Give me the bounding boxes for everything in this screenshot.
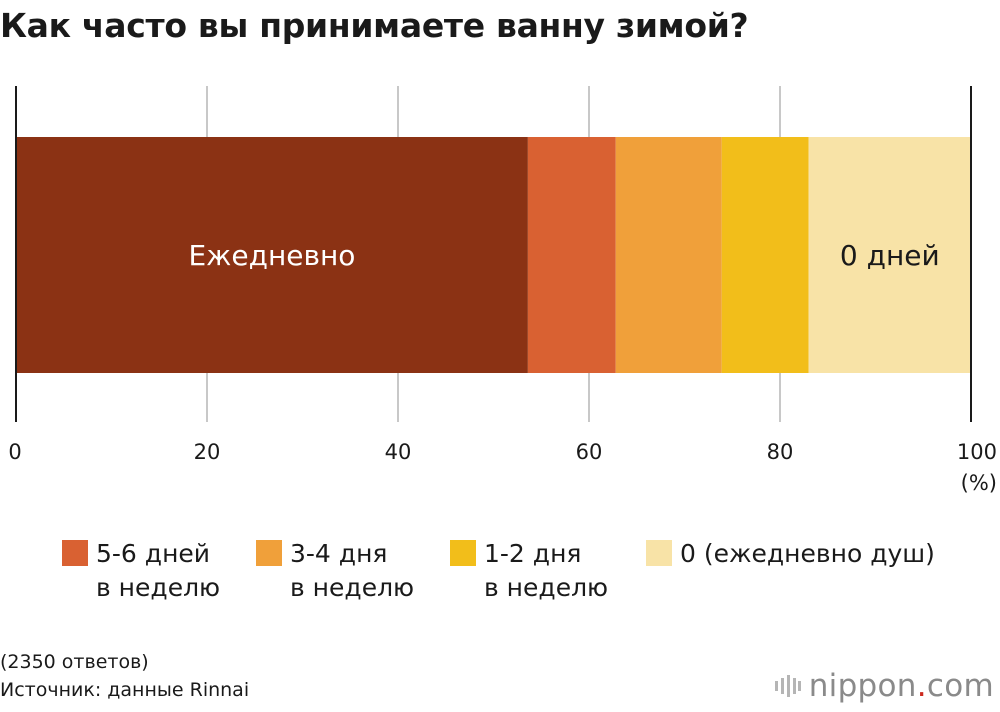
brand-name: nippon — [808, 668, 917, 704]
legend-swatch — [646, 540, 672, 566]
bar-segment — [527, 137, 616, 373]
legend-item-3-4-days: 3-4 дня в неделю — [256, 537, 414, 605]
x-tick-label: 40 — [385, 440, 412, 464]
legend-label: 5-6 дней — [96, 539, 211, 568]
nippon-logo-icon — [774, 675, 801, 697]
x-tick-label: 80 — [767, 440, 794, 464]
legend-swatch — [62, 540, 88, 566]
legend-item-5-6-days: 5-6 дней в неделю — [62, 537, 220, 605]
stacked-bar-chart: Ежедневно 0 дней 0 20 40 60 80 100 (%) — [8, 86, 997, 495]
x-tick-label: 100 — [957, 440, 997, 464]
segment-label: Ежедневно — [188, 239, 355, 272]
legend-swatch — [256, 540, 282, 566]
x-tick-label: 0 — [8, 440, 21, 464]
legend-label: в неделю — [96, 573, 221, 602]
x-tick-label: 20 — [194, 440, 221, 464]
legend-swatch — [450, 540, 476, 566]
legend-item-1-2-days: 1-2 дня в неделю — [450, 537, 608, 605]
legend-label: в неделю — [484, 573, 609, 602]
legend-label: в неделю — [290, 573, 415, 602]
brand-logo[interactable]: nippon.com — [774, 668, 994, 704]
chart-title: Как часто вы принимаете ванну зимой? — [0, 6, 749, 45]
x-axis-unit: (%) — [961, 471, 997, 495]
brand-suffix: com — [926, 668, 994, 704]
brand-dot: . — [916, 668, 927, 704]
legend-label: 1-2 дня — [484, 539, 582, 568]
bar-segment — [16, 137, 528, 373]
bar-segment — [721, 137, 809, 373]
source-note: Источник: данные Rinnai — [0, 679, 250, 701]
legend-label: 3-4 дня — [290, 539, 388, 568]
responses-note: (2350 ответов) — [0, 651, 149, 673]
segment-label: 0 дней — [840, 239, 940, 272]
bar-segment — [808, 137, 971, 373]
bar-segment — [615, 137, 722, 373]
x-tick-label: 60 — [576, 440, 603, 464]
legend-item-0-days: 0 (ежедневно душ) — [646, 537, 935, 571]
legend-label: 0 (ежедневно душ) — [680, 539, 935, 568]
